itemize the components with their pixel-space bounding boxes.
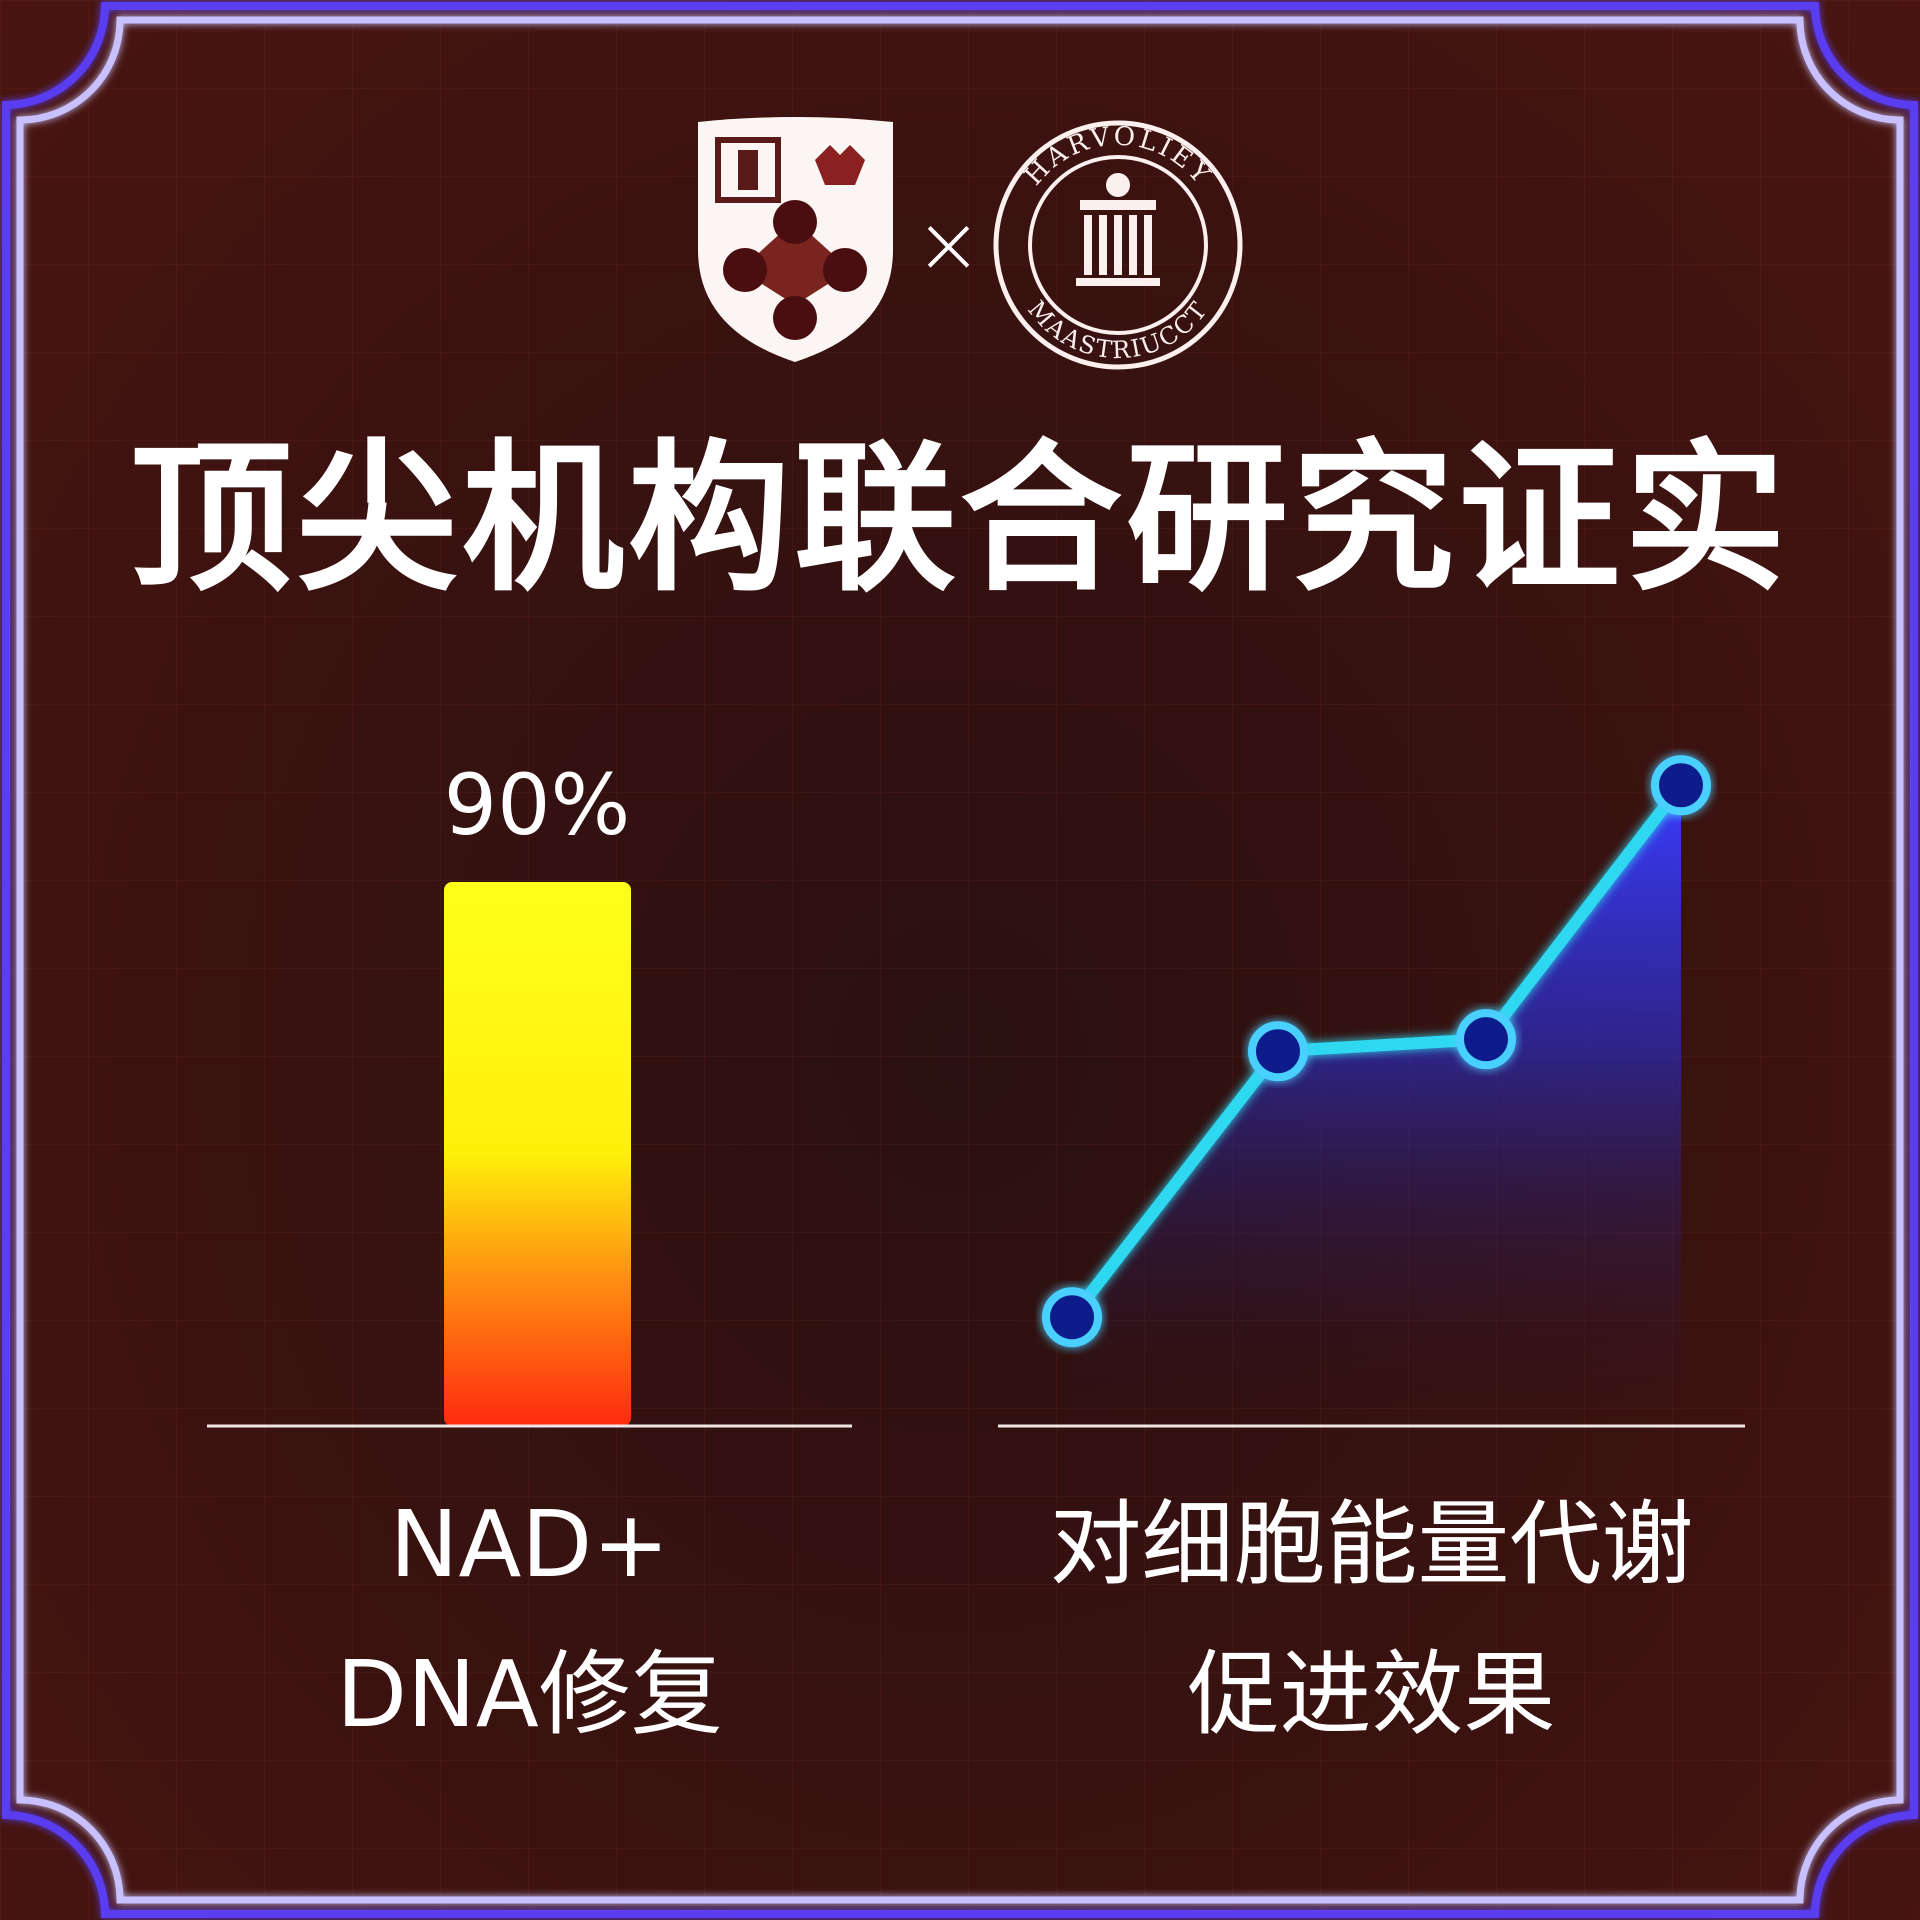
- bar-data-label: 90%: [443, 756, 631, 854]
- collaboration-x-icon: ×: [915, 198, 983, 291]
- label-line-2: DNA修复: [336, 1641, 723, 1748]
- area-fill: [1072, 785, 1681, 1426]
- shield-logo: [698, 117, 893, 362]
- area-chart: [1042, 755, 1711, 1426]
- data-point-3: [1456, 1009, 1516, 1070]
- label-line-1: NAD+: [389, 1491, 670, 1598]
- line-category-label: 对细胞能量代谢 促进效果: [998, 1470, 1745, 1770]
- page-title: 顶尖机构联合研究证实: [130, 426, 1790, 614]
- label-line-1: 对细胞能量代谢: [1049, 1491, 1694, 1598]
- data-point-1: [1042, 1287, 1102, 1348]
- bar-category-label: NAD+ DNA修复: [207, 1470, 852, 1770]
- bar-nad-dna-repair: [444, 882, 631, 1426]
- data-point-4: [1651, 755, 1711, 816]
- label-line-2: 促进效果: [1187, 1641, 1556, 1748]
- series-line: [1067, 781, 1686, 1321]
- data-point-2: [1248, 1021, 1308, 1082]
